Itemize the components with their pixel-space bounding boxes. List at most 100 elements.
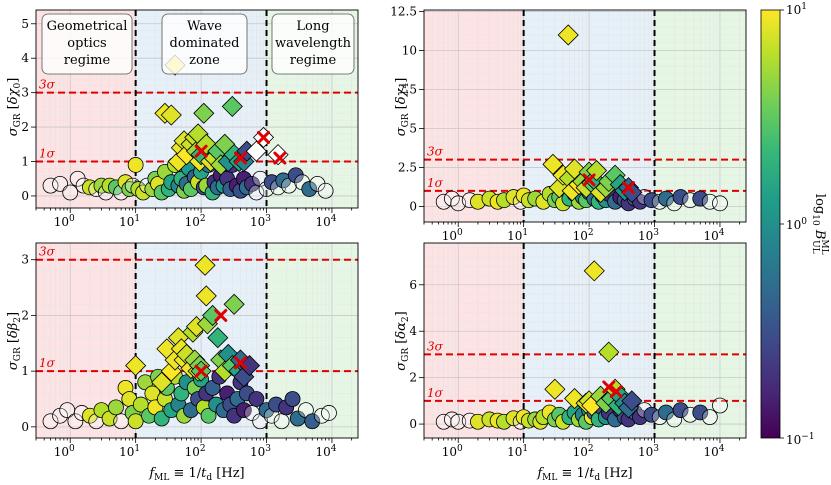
y-tick-label: 3 [21,253,29,267]
panel-bottom-right: 1σ 3σ 100 101 102 103 104 0 2 4 6 [409,242,747,459]
data-point-circle [304,413,321,430]
axes-frame [35,242,359,439]
data-point-circle [692,190,709,207]
y-axis-label-top-left: σGR [δχ0] [6,78,23,137]
data-point-diamond [557,24,579,46]
data-point-circle [273,413,290,430]
panel-bottom-left: 1σ 3σ 100 101 102 103 104 0 1 2 3 [21,242,359,459]
region-label-line: Wave [187,19,222,34]
data-point-circle [52,175,68,192]
y-tick-label: 5 [409,121,417,135]
y-tick-label: 5 [21,17,29,31]
axes-frame [35,9,359,209]
colorbar-tick-top: 101 [786,2,807,17]
region-label-line: wavelength [275,36,352,51]
x-tick-label: 104 [315,214,336,229]
x-tick-label: 104 [703,444,724,459]
y-tick-label: 12.5 [390,5,417,19]
data-point-circle [127,413,144,430]
colorbar-tick-bottom: 10−1 [786,432,815,447]
data-point-diamond [160,104,182,126]
data-point-circle [42,177,59,194]
region-label-line: Geometrical [47,19,128,34]
y-axis-label-bottom-left: σGR [δβ2] [6,312,23,370]
region-label-line: optics [67,36,106,51]
sigma-label-3: 3σ [427,339,444,353]
data-point-diamond [125,355,147,377]
x-tick-label: 102 [573,444,594,459]
data-point-circle [200,407,217,424]
x-tick-label: 100 [442,228,463,243]
x-axis-label-left: fML ≡ 1/td [Hz] [148,466,244,483]
region-label-line: zone [189,53,220,68]
region-label-line: regime [64,53,111,68]
axes-frame [423,9,747,223]
y-axis-label-bottom-right: σGR [δα2] [394,311,411,370]
colorbar-label: log10 BMLUL [810,194,829,255]
x-tick-label: 101 [119,214,140,229]
region-label-line: dominated [170,36,240,51]
data-point-circle [321,405,337,421]
x-tick-label: 101 [119,444,140,459]
y-tick-label: 2 [21,308,29,322]
data-point-circle [712,397,728,414]
x-tick-label: 104 [315,444,336,459]
data-point-cross [233,151,247,165]
colorbar-gradient [760,9,781,439]
data-point-cross [214,308,228,322]
data-point-circle [42,413,59,430]
y-tick-label: 0 [21,189,29,203]
x-tick-label: 103 [250,214,271,229]
data-point-circle [317,182,334,199]
y-tick-label: 1 [21,155,29,169]
y-tick-label: 2 [21,120,29,134]
data-point-circle [69,170,86,187]
y-tick-label: 4 [409,324,417,338]
sigma-label-1: 1σ [39,356,56,370]
data-point-circle [108,399,124,416]
region-label-box-geometric [41,13,133,75]
data-point-circle [450,413,467,430]
x-tick-label: 101 [507,444,528,459]
sigma-label-1: 1σ [427,386,444,400]
data-point-circle [62,184,79,201]
data-point-diamond [221,95,243,117]
data-point-cross [257,130,271,144]
data-point-circle [127,157,144,173]
points [435,260,728,430]
x-tick-label: 102 [185,214,206,229]
data-point-diamond [245,140,267,162]
x-tick-label: 103 [250,444,271,459]
y-tick-label: 0 [409,417,417,431]
data-point-diamond [542,153,564,175]
sigma-label-1: 1σ [427,176,444,190]
data-point-diamond [193,102,215,124]
axes-frame [423,242,747,439]
x-tick-label: 100 [54,214,75,229]
region-label-box-long [271,13,355,75]
colorbar-tick-mid: 100 [786,217,807,232]
data-point-circle [287,167,304,184]
data-point-diamond [207,327,229,349]
y-tick-label: 4 [21,51,29,65]
sigma-label-3: 3σ [39,78,56,92]
x-axis-label-right: fML ≡ 1/td [Hz] [536,466,632,483]
data-point-diamond [151,371,173,393]
y-tick-label: 1 [21,364,29,378]
data-point-cross [273,151,287,165]
x-tick-label: 100 [54,444,75,459]
x-tick-label: 103 [638,228,659,243]
data-point-diamond [621,390,643,412]
data-point-circle [672,189,689,205]
data-point-diamond [195,285,217,307]
region-label-box-wave [161,13,248,75]
data-point-circle [284,391,301,407]
data-point-cross [602,380,616,394]
data-point-cross [194,144,208,158]
data-point-cross [621,181,635,195]
x-tick-label: 102 [573,228,594,243]
y-tick-label: 7.5 [398,83,417,97]
data-point-cross [194,364,208,378]
panel-top-left: 1σ 3σ 100 101 102 103 104 0 1 2 3 4 5 Geometrical opti… [21,9,359,229]
